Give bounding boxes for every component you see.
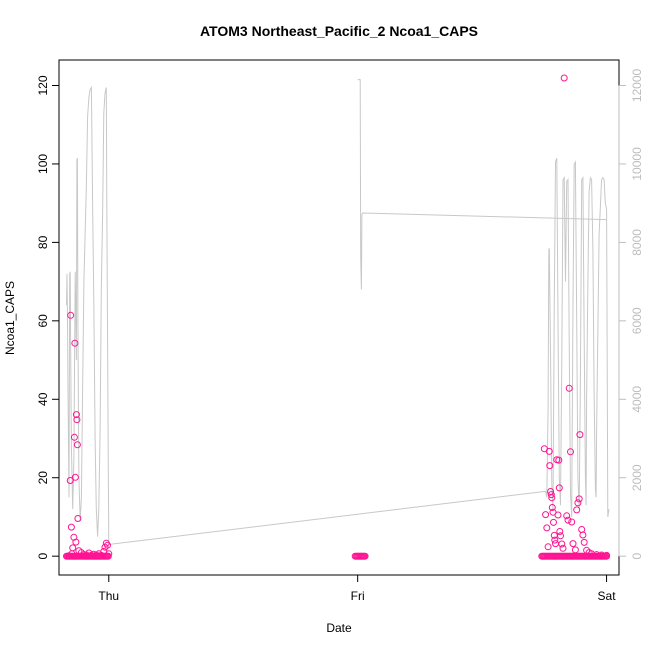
data-point	[574, 499, 582, 507]
data-point	[557, 532, 564, 540]
y-tick-label: 0	[36, 553, 50, 560]
data-point	[555, 456, 563, 464]
data-point	[66, 477, 74, 484]
data-point	[72, 411, 80, 419]
data-point	[104, 541, 111, 549]
y-right-tick-label: 0	[630, 553, 644, 560]
data-point	[71, 339, 79, 347]
y-right-tick-label: 6000	[630, 307, 644, 334]
y-axis-left: 0 20 40 60 80 100 120	[36, 75, 60, 560]
data-point	[576, 431, 584, 439]
data-point	[544, 543, 552, 551]
data-point	[551, 536, 559, 544]
plot-frame	[58, 59, 620, 576]
data-point	[558, 540, 566, 548]
data-point	[564, 516, 572, 524]
x-tick-label: Sat	[598, 589, 617, 603]
data-point	[550, 518, 557, 526]
x-tick-label: Fri	[351, 589, 365, 603]
data-point	[554, 511, 562, 519]
data-point	[73, 441, 81, 449]
data-point	[573, 506, 581, 514]
y-tick-label: 100	[36, 154, 50, 174]
data-point	[559, 544, 567, 552]
data-point	[571, 546, 579, 554]
data-point	[67, 523, 75, 531]
y-tick-label: 40	[36, 392, 50, 406]
data-point	[578, 526, 586, 533]
data-point	[567, 448, 574, 456]
plot-area	[58, 59, 620, 576]
data-point	[568, 518, 576, 526]
data-point	[361, 552, 369, 560]
y-tick-label: 20	[36, 471, 50, 485]
data-point	[546, 462, 554, 470]
y-axis-label: Ncoa1_CAPS	[3, 281, 17, 355]
data-point	[552, 540, 559, 548]
data-point	[555, 484, 563, 492]
points-layer	[63, 74, 611, 560]
y-right-tick-label: 4000	[630, 386, 644, 413]
y-right-tick-label: 8000	[630, 229, 644, 256]
data-point	[547, 491, 555, 499]
chart-title: ATOM3 Northeast_Pacific_2 Ncoa1_CAPS	[200, 23, 478, 39]
data-point	[543, 524, 551, 532]
data-point	[563, 512, 571, 520]
y-right-tick-label: 10000	[630, 147, 644, 181]
data-point	[560, 74, 568, 82]
data-point	[545, 447, 553, 455]
data-point	[575, 495, 583, 503]
y-tick-label: 80	[36, 235, 50, 249]
y-right-tick-label: 12000	[630, 68, 644, 102]
x-axis-label: Date	[326, 621, 352, 635]
data-point	[548, 504, 556, 511]
secondary-line-layer	[66, 79, 610, 545]
data-point	[70, 433, 78, 441]
data-point	[580, 538, 588, 546]
data-point	[73, 416, 81, 424]
y-right-tick-label: 2000	[630, 464, 644, 491]
data-point	[565, 384, 573, 392]
data-point	[74, 515, 82, 522]
x-tick-label: Thu	[98, 589, 119, 603]
data-point	[603, 552, 611, 560]
y-axis-right: 0 2000 4000 6000 8000 10000 12000	[618, 68, 644, 560]
data-point	[542, 511, 550, 519]
secondary-series-line-0	[66, 85, 610, 545]
y-tick-label: 60	[36, 314, 50, 328]
secondary-series-line-1	[357, 79, 607, 290]
data-point	[104, 552, 112, 560]
data-point	[67, 311, 75, 319]
data-point	[548, 494, 556, 502]
y-tick-label: 120	[36, 75, 50, 95]
data-point	[71, 473, 79, 481]
data-point	[579, 531, 587, 539]
data-point	[556, 528, 564, 535]
x-axis: Thu Fri Sat	[98, 574, 617, 603]
data-point	[69, 544, 77, 552]
data-point	[72, 538, 80, 546]
data-point	[569, 540, 577, 548]
